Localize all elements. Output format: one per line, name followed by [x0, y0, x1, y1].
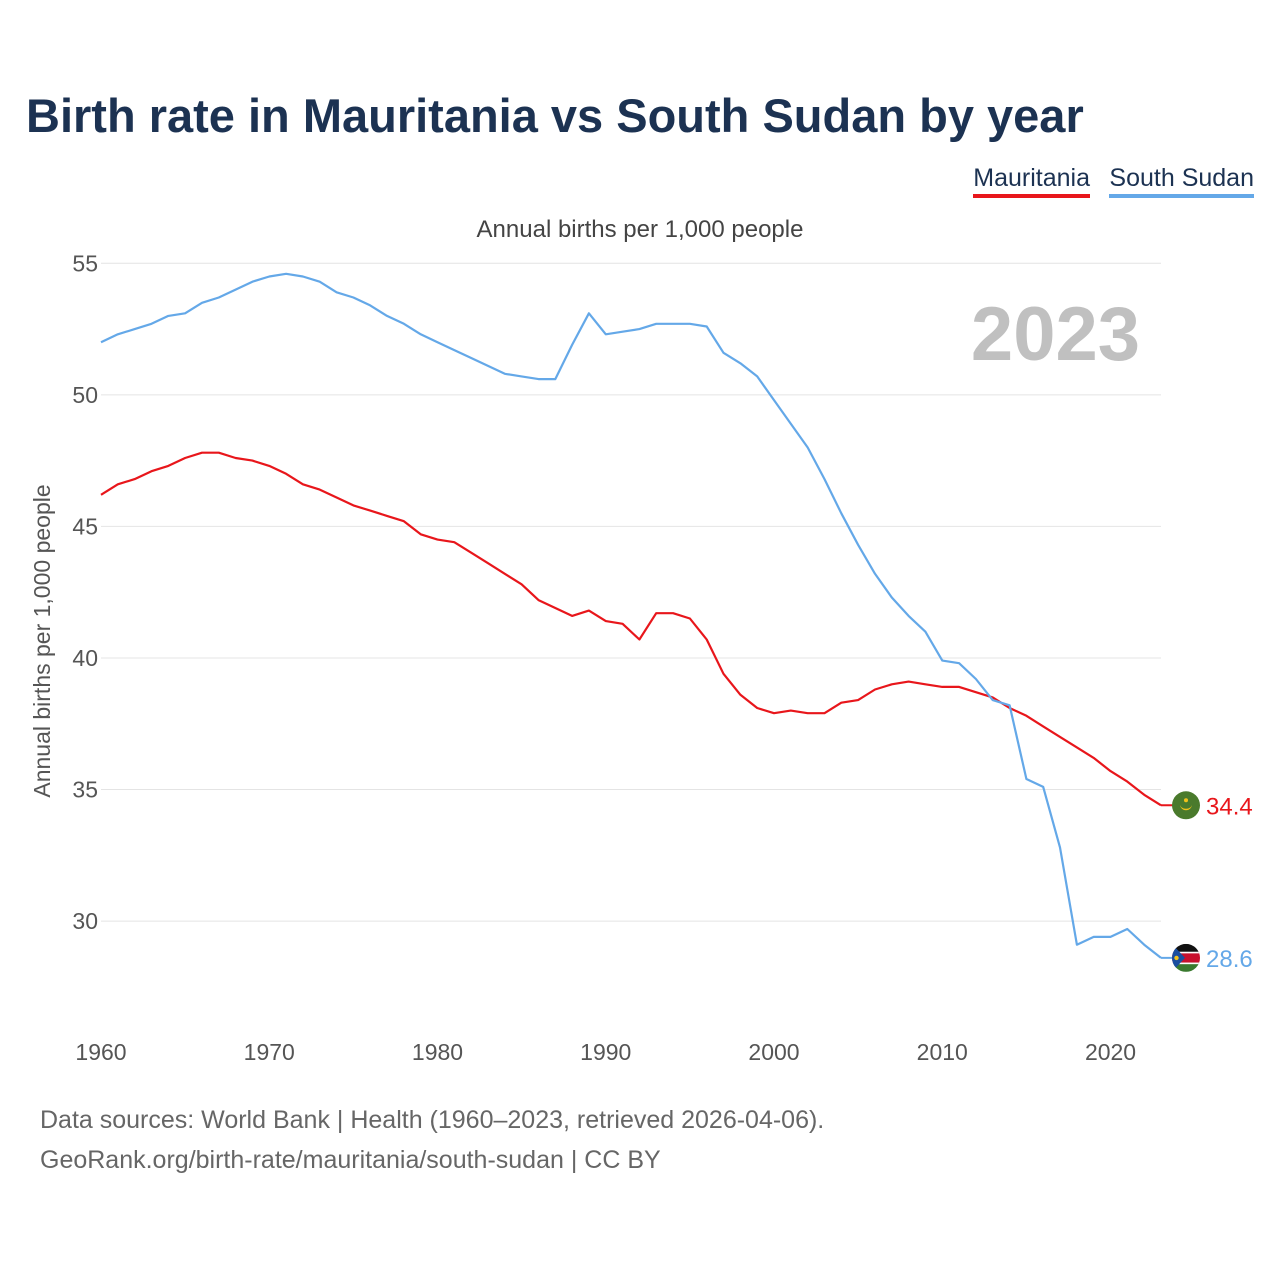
legend-item-mauritania[interactable]: Mauritania: [973, 164, 1090, 198]
x-tick-label: 1990: [580, 1039, 631, 1065]
year-watermark-group: 2023: [971, 292, 1140, 377]
end-value-label: 34.4: [1206, 793, 1253, 820]
x-tick-label: 2020: [1085, 1039, 1136, 1065]
chart-subtitle: Annual births per 1,000 people: [476, 216, 804, 243]
y-tick-label: 45: [72, 513, 98, 539]
x-tick-label: 1960: [75, 1039, 126, 1065]
y-tick-label: 55: [72, 250, 98, 276]
series-line-south-sudan: [100, 272, 1162, 959]
grid-lines: [101, 262, 1161, 922]
footer-url[interactable]: GeoRank.org/birth-rate/mauritania/south-…: [40, 1146, 661, 1174]
x-tick-label: 2000: [748, 1039, 799, 1065]
legend-item-south-sudan[interactable]: South Sudan: [1109, 164, 1254, 198]
axes: 30 35 40 45 50 55 1960 1970 1980 1990 2000 2010 2020…: [29, 250, 1136, 1065]
x-tick-label: 1970: [244, 1039, 295, 1065]
y-tick-label: 40: [72, 645, 98, 671]
series-line-mauritania: [100, 451, 1162, 807]
x-tick-label: 2010: [917, 1039, 968, 1065]
y-axis-title: Annual births per 1,000 people: [29, 484, 55, 797]
end-value-label: 28.6: [1206, 946, 1253, 973]
end-markers: 34.4 28.6: [1172, 791, 1253, 973]
mauritania-flag-icon: [1172, 791, 1200, 820]
y-tick-label: 50: [72, 382, 98, 408]
chart-title: Birth rate in Mauritania vs South Sudan …: [26, 89, 1084, 142]
year-watermark: 2023: [971, 292, 1140, 377]
y-tick-label: 35: [72, 777, 98, 803]
footer-sources: Data sources: World Bank | Health (1960–…: [40, 1106, 825, 1134]
south-sudan-flag-icon: [1172, 943, 1200, 972]
y-tick-label: 30: [72, 908, 98, 934]
x-tick-label: 1980: [412, 1039, 463, 1065]
